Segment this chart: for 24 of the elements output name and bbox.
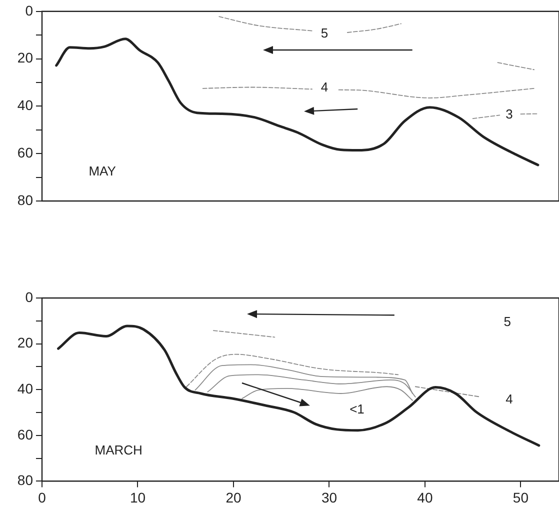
x-tick-label: 30 (321, 489, 338, 506)
annotation: 4 (320, 80, 328, 95)
y-tick-label: 80 (17, 192, 34, 208)
annotation: 5 (504, 314, 511, 330)
x-tick-label: 0 (38, 489, 46, 506)
annotation: 3 (506, 106, 513, 122)
annotation: MARCH (94, 442, 142, 458)
x-tick-label: 50 (512, 489, 529, 506)
annotation: MAY (88, 164, 116, 179)
x-tick-label: 40 (417, 489, 433, 506)
x-tick-label: 20 (226, 489, 242, 506)
y-tick-label: 80 (17, 472, 34, 488)
annotation: 5 (320, 25, 328, 40)
y-tick-label: 40 (17, 97, 34, 114)
annotation: <1 (350, 402, 364, 417)
x-tick-label: 10 (130, 489, 146, 506)
annotation: 4 (506, 391, 513, 406)
y-tick-label: 20 (17, 50, 34, 66)
y-tick-label: 20 (17, 334, 34, 351)
y-tick-label: 60 (17, 144, 34, 160)
y-tick-label: 40 (17, 380, 34, 396)
y-tick-label: 60 (17, 426, 34, 442)
y-tick-label: 0 (25, 288, 34, 305)
y-tick-label: 0 (25, 2, 34, 18)
